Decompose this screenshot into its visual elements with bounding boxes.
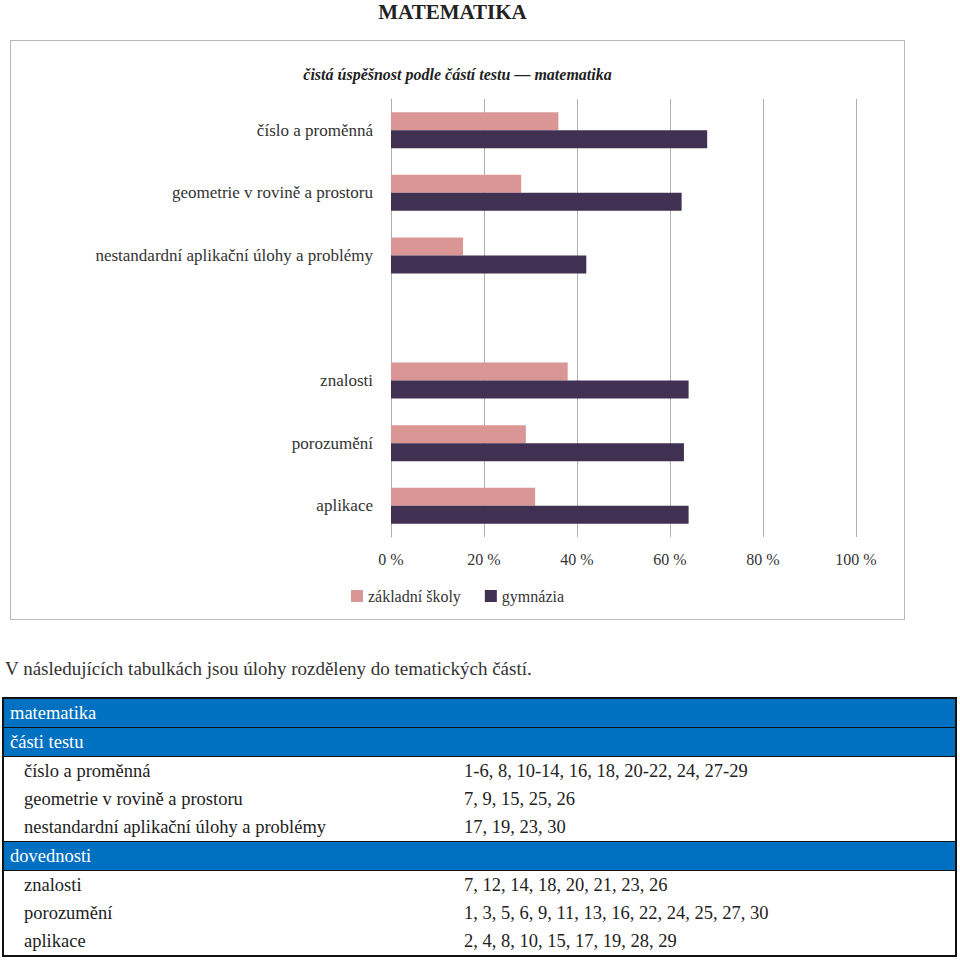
- html-text:1, 3, 5, 6, 9, 11, 13, 16, 22,: 1, 3, 5, 6, 9, 11, 13, 16, 22, 24, 25, 2…: [464, 903, 769, 923]
- html-text:části testu: části testu: [10, 732, 84, 752]
- svg-text:číslo a proměnná: číslo a proměnná: [257, 121, 374, 140]
- html-text:matematika: matematika: [10, 703, 97, 723]
- html-text:geometrie v rovině a prostoru: geometrie v rovině a prostoru: [24, 789, 243, 809]
- svg-text:základní školy: základní školy: [368, 588, 461, 606]
- svg-text:porozumění: porozumění: [292, 434, 373, 453]
- svg-text:80 %: 80 %: [746, 551, 779, 568]
- svg-text:gymnázia: gymnázia: [502, 588, 564, 606]
- svg-text:aplikace: aplikace: [316, 496, 373, 515]
- svg-text:40 %: 40 %: [560, 551, 593, 568]
- svg-text:čistá úspěšnost podle částí te: čistá úspěšnost podle částí testu — mate…: [303, 66, 611, 84]
- html-text:1-6, 8, 10-14, 16, 18, 20-22,: 1-6, 8, 10-14, 16, 18, 20-22, 24, 27-29: [464, 761, 748, 781]
- html-text:číslo a proměnná: číslo a proměnná: [24, 761, 151, 781]
- html-text:dovednosti: dovednosti: [10, 846, 92, 866]
- html-text:2, 4, 8, 10, 15, 17, 19, 28, 2: 2, 4, 8, 10, 15, 17, 19, 28, 29: [464, 931, 677, 951]
- html-text:7, 12, 14, 18, 20, 21, 23, 26: 7, 12, 14, 18, 20, 21, 23, 26: [464, 875, 668, 895]
- svg-text:nestandardní aplikační úlohy a: nestandardní aplikační úlohy a problémy: [95, 246, 373, 265]
- html-text:17, 19, 23, 30: 17, 19, 23, 30: [464, 817, 566, 837]
- html-text:nestandardní aplikační úlohy a: nestandardní aplikační úlohy a problémy: [24, 817, 327, 837]
- html-text:aplikace: aplikace: [24, 931, 86, 951]
- html-text:7, 9, 15, 25, 26: 7, 9, 15, 25, 26: [464, 789, 575, 809]
- svg-text:0 %: 0 %: [378, 551, 403, 568]
- html-text:V následujících tabulkách jsou: V následujících tabulkách jsou úlohy roz…: [5, 658, 532, 679]
- svg-text:znalosti: znalosti: [320, 371, 373, 390]
- svg-text:60 %: 60 %: [653, 551, 686, 568]
- svg-text:100 %: 100 %: [835, 551, 876, 568]
- svg-text:20 %: 20 %: [467, 551, 500, 568]
- html-text:znalosti: znalosti: [24, 875, 82, 895]
- svg-text:geometrie v rovině a prostoru: geometrie v rovině a prostoru: [172, 183, 374, 202]
- html-text:MATEMATIKA: MATEMATIKA: [378, 0, 527, 24]
- html-text:porozumění: porozumění: [24, 903, 113, 923]
